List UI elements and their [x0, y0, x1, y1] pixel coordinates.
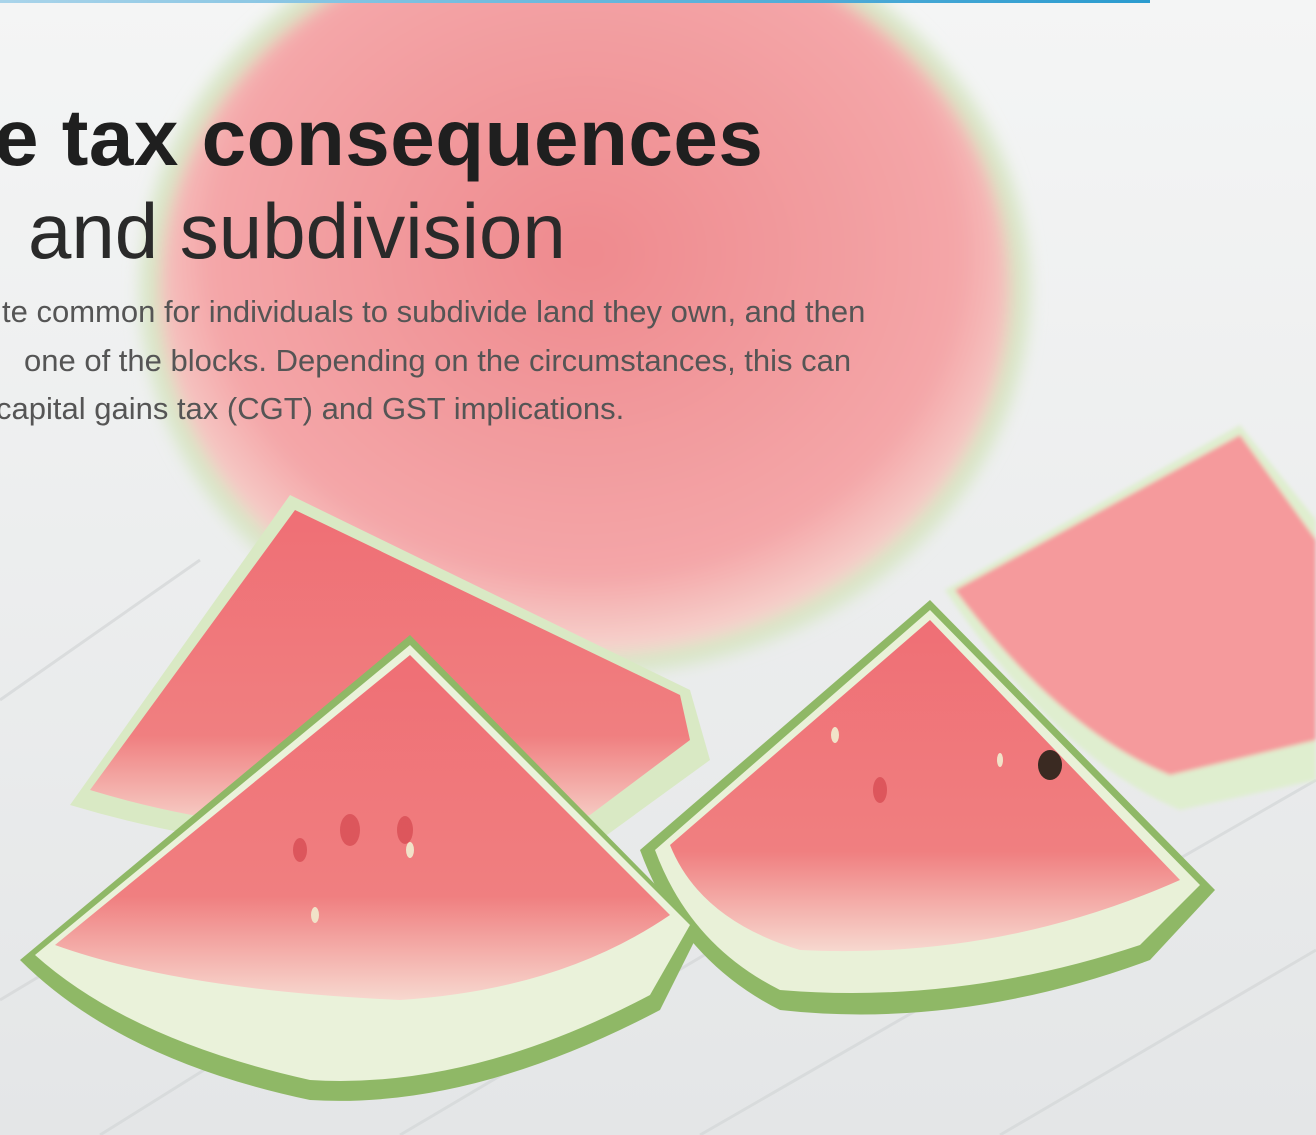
body-line: te common for individuals to subdivide l…	[2, 294, 865, 330]
title-light: and subdivision	[28, 186, 566, 277]
top-rule	[0, 0, 1150, 3]
body-line: one of the blocks. Depending on the circ…	[24, 343, 851, 379]
page: e tax consequences and subdivision te co…	[0, 0, 1316, 1135]
title-bold: e tax consequences	[0, 92, 763, 184]
body-line: capital gains tax (CGT) and GST implicat…	[0, 391, 624, 427]
